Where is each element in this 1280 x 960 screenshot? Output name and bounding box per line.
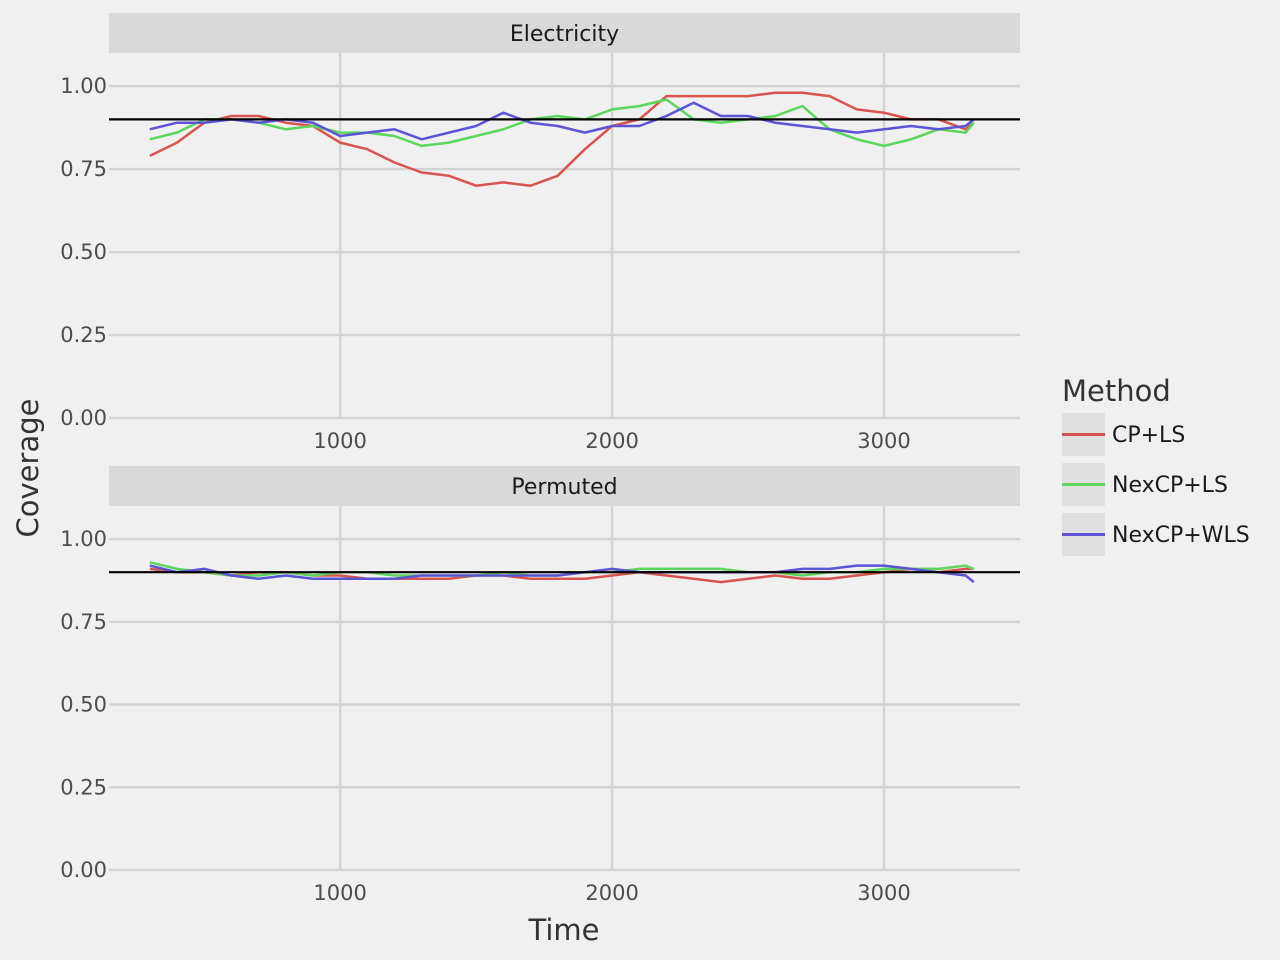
x-tick-label: 1000 [313, 881, 366, 905]
series-line-nexcp-wls [149, 564, 975, 584]
legend-entry: NexCP+WLS [1062, 513, 1250, 556]
y-tick-label: 0.00 [60, 858, 107, 882]
y-tick-label: 0.50 [60, 693, 107, 717]
x-tick-label: 3000 [857, 429, 910, 453]
legend: Method CP+LS NexCP+LS NexCP+WLS [1062, 374, 1250, 556]
facet-panels: Electricity 0.00 0.25 0.50 0.75 1.00 1000 2000 3… [60, 13, 1020, 905]
x-axis-label: Time [528, 913, 600, 947]
legend-label: NexCP+LS [1112, 473, 1228, 498]
legend-title: Method [1062, 374, 1171, 408]
legend-label: NexCP+WLS [1112, 523, 1250, 548]
legend-entry: CP+LS [1062, 413, 1185, 456]
y-tick-label: 0.25 [60, 775, 107, 799]
y-tick-label: 0.75 [60, 157, 107, 181]
y-tick-label: 0.75 [60, 610, 107, 634]
facet-panel-electricity: Electricity 0.00 0.25 0.50 0.75 1.00 1000 2000 3… [60, 13, 1020, 453]
x-tick-label: 2000 [585, 881, 638, 905]
facet-strip [109, 466, 1020, 506]
x-tick-label: 2000 [585, 429, 638, 453]
y-tick-label: 0.00 [60, 406, 107, 430]
legend-label: CP+LS [1112, 423, 1185, 448]
series-line-cp-ls [149, 91, 975, 187]
facet-strip-label: Electricity [510, 22, 619, 47]
legend-entry: NexCP+LS [1062, 463, 1228, 506]
x-tick-label: 1000 [313, 429, 366, 453]
y-tick-label: 0.25 [60, 323, 107, 347]
y-tick-label: 1.00 [60, 527, 107, 551]
series-line-nexcp-ls [149, 98, 975, 148]
y-axis-label: Coverage [11, 399, 45, 538]
y-tick-label: 1.00 [60, 74, 107, 98]
facet-strip-label: Permuted [511, 475, 617, 500]
y-tick-label: 0.50 [60, 240, 107, 264]
facet-panel-permuted: Permuted 0.00 0.25 0.50 0.75 1.00 1000 2000 3000 [60, 466, 1020, 905]
x-tick-label: 3000 [857, 881, 910, 905]
facet-strip [109, 13, 1020, 53]
